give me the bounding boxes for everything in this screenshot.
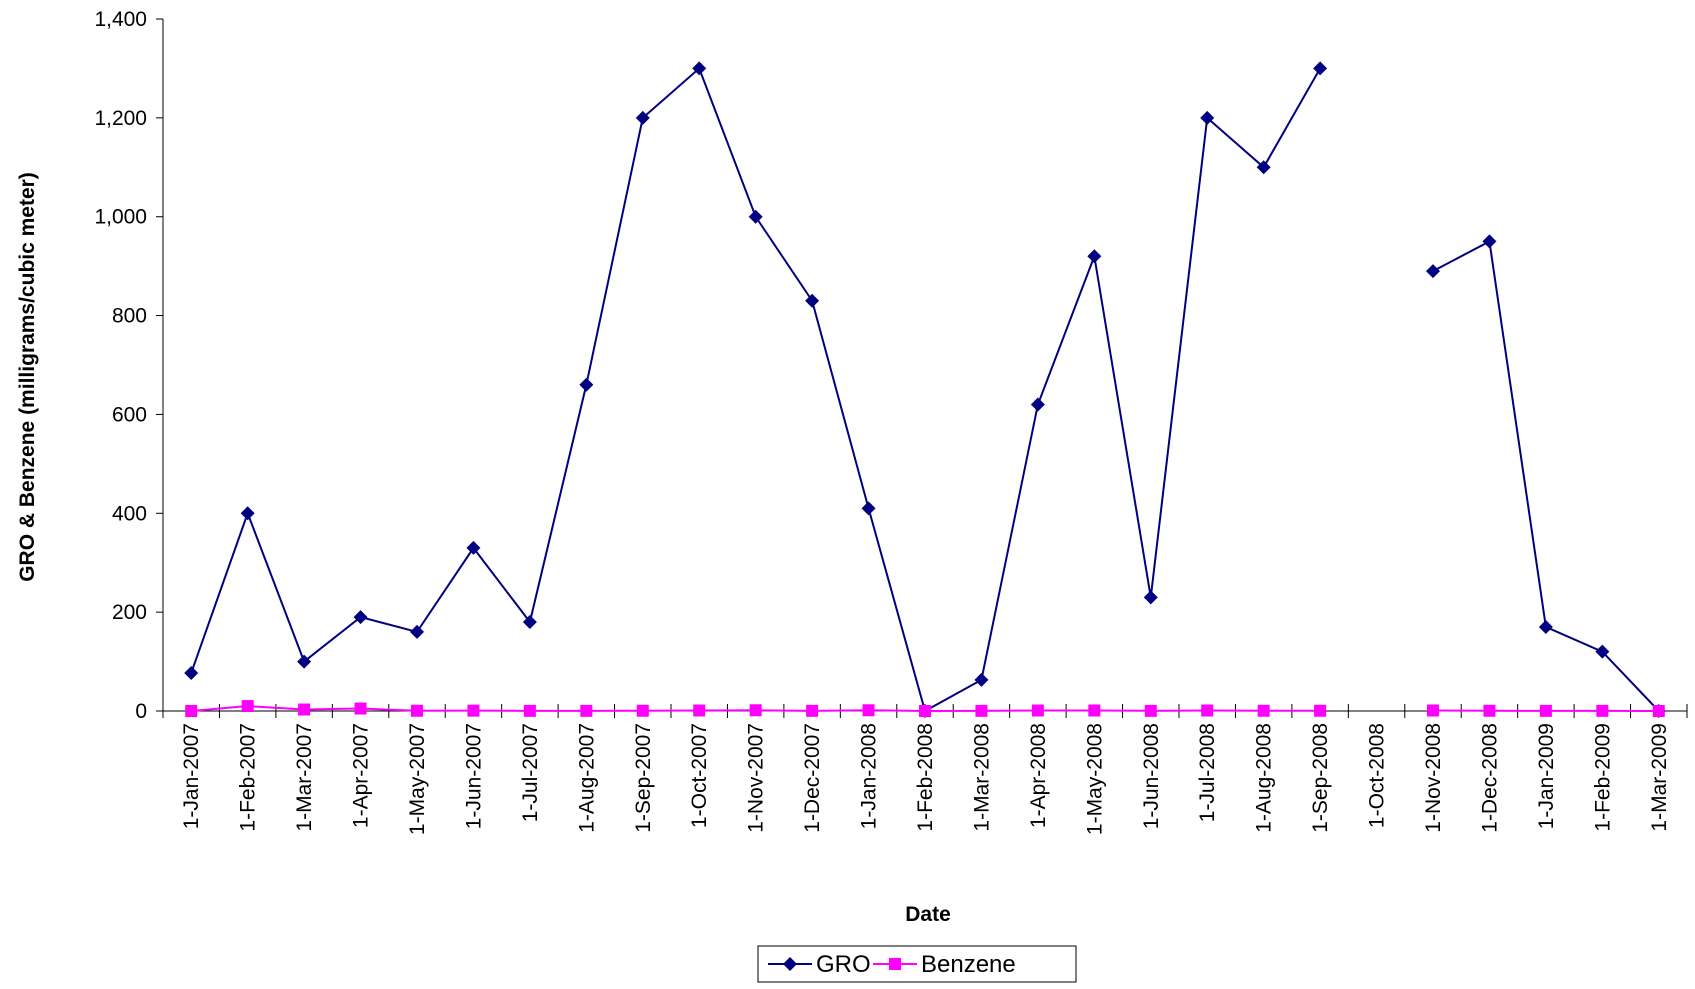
- data-point: [298, 704, 310, 716]
- data-point: [184, 666, 198, 680]
- x-tick-label: 1-Feb-2007: [237, 723, 260, 832]
- data-point: [862, 501, 876, 515]
- x-tick-label: 1-Oct-2007: [688, 723, 711, 828]
- x-tick-label: 1-Apr-2008: [1027, 723, 1050, 828]
- legend-marker: [889, 958, 901, 970]
- x-tick-label: 1-Sep-2007: [632, 723, 655, 833]
- x-tick-label: 1-Dec-2007: [801, 723, 824, 833]
- x-tick-label: 1-Nov-2007: [745, 723, 768, 833]
- data-point: [1201, 705, 1213, 717]
- data-point: [1596, 705, 1608, 717]
- y-tick-label: 800: [112, 305, 147, 328]
- y-tick-label: 1,400: [94, 8, 147, 31]
- y-tick-label: 400: [112, 502, 147, 525]
- x-tick-label: 1-Aug-2007: [575, 723, 598, 833]
- x-tick-label: 1-Jun-2007: [462, 723, 485, 829]
- x-tick-label: 1-Mar-2009: [1648, 723, 1671, 832]
- x-tick-label: 1-Jan-2007: [180, 723, 203, 829]
- x-tick-label: 1-Apr-2007: [350, 723, 373, 828]
- x-tick-label: 1-May-2008: [1083, 723, 1106, 835]
- x-tick-label: 1-Jul-2007: [519, 723, 542, 822]
- x-tick-label: 1-Oct-2008: [1366, 723, 1389, 828]
- axes: [156, 19, 1687, 718]
- x-tick-label: 1-Jan-2009: [1535, 723, 1558, 829]
- data-point: [411, 705, 423, 717]
- series-gro: [184, 61, 1666, 718]
- data-point: [805, 294, 819, 308]
- data-point: [806, 705, 818, 717]
- x-tick-label: 1-Sep-2008: [1309, 723, 1332, 833]
- x-tick-label: 1-Mar-2008: [970, 723, 993, 832]
- data-point: [1653, 705, 1665, 717]
- legend-label: Benzene: [921, 951, 1016, 978]
- data-point: [1540, 705, 1552, 717]
- data-point: [467, 705, 479, 717]
- series-layer: [184, 61, 1666, 718]
- data-point: [1144, 590, 1158, 604]
- data-point: [1426, 264, 1440, 278]
- y-tick-label: 200: [112, 601, 147, 624]
- x-tick-label: 1-Dec-2008: [1478, 723, 1501, 833]
- data-point: [579, 378, 593, 392]
- legend: GRO Benzene: [758, 946, 1076, 982]
- y-axis-title: GRO & Benzene (milligrams/cubic meter): [16, 172, 39, 582]
- x-tick-label: 1-Feb-2009: [1591, 723, 1614, 832]
- data-point: [1427, 705, 1439, 717]
- data-point: [1258, 705, 1270, 717]
- x-tick-label: 1-Feb-2008: [914, 723, 937, 832]
- data-point: [1032, 705, 1044, 717]
- data-point: [1313, 61, 1327, 75]
- data-point: [974, 673, 988, 687]
- data-point: [749, 210, 763, 224]
- data-point: [1088, 705, 1100, 717]
- legend-label: GRO: [816, 951, 871, 978]
- data-point: [410, 625, 424, 639]
- x-tick-label: 1-May-2007: [406, 723, 429, 835]
- y-tick-label: 1,000: [94, 206, 147, 229]
- data-point: [863, 704, 875, 716]
- x-tick-label: 1-Nov-2008: [1422, 723, 1445, 833]
- data-point: [1482, 234, 1496, 248]
- data-point: [1031, 398, 1045, 412]
- x-tick-label: 1-Jan-2008: [858, 723, 881, 829]
- data-point: [1145, 705, 1157, 717]
- data-point: [919, 705, 931, 717]
- x-tick-label: 1-Mar-2007: [293, 723, 316, 832]
- data-point: [1483, 705, 1495, 717]
- x-tick-label: 1-Aug-2008: [1253, 723, 1276, 833]
- y-tick-label: 600: [112, 403, 147, 426]
- data-point: [1539, 620, 1553, 634]
- data-point: [355, 703, 367, 715]
- data-point: [524, 705, 536, 717]
- x-tick-label: 1-Jul-2008: [1196, 723, 1219, 822]
- series-line: [1433, 241, 1659, 711]
- data-point: [637, 705, 649, 717]
- y-tick-label: 1,200: [94, 107, 147, 130]
- series-benzene: [185, 700, 1665, 717]
- data-point: [1087, 249, 1101, 263]
- data-point: [975, 705, 987, 717]
- x-tick-label: 1-Jun-2008: [1140, 723, 1163, 829]
- y-tick-label: 0: [135, 700, 147, 723]
- data-point: [1314, 705, 1326, 717]
- data-point: [693, 705, 705, 717]
- data-point: [750, 704, 762, 716]
- data-point: [241, 506, 255, 520]
- data-point: [185, 705, 197, 717]
- data-point: [242, 700, 254, 712]
- data-point: [580, 705, 592, 717]
- x-axis-title: Date: [905, 903, 951, 926]
